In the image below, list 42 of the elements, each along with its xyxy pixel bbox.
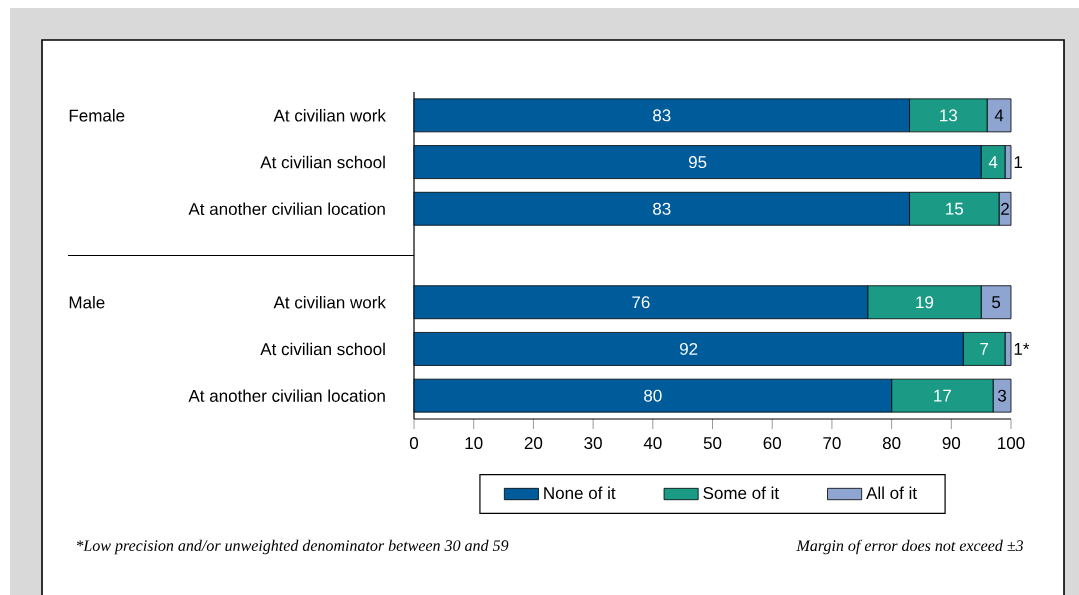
y-tick-label: At another civilian location: [188, 202, 385, 216]
data-label: 95: [688, 156, 707, 169]
data-label: 13: [940, 109, 958, 122]
y-tick-label: At civilian school: [260, 342, 385, 356]
y-tick-label: At civilian work: [273, 109, 386, 122]
x-tick-label: 60: [763, 437, 781, 450]
x-tick-label: 20: [524, 437, 543, 450]
x-tick-label: 40: [643, 437, 662, 450]
data-label: 4: [988, 156, 998, 168]
x-tick-label: 70: [823, 437, 841, 450]
data-label: 1*: [1014, 343, 1030, 355]
text: *Low precision and/or unweighted denominator between 30 and 59: [76, 539, 509, 555]
text: Male: [69, 295, 105, 309]
data-label: 7: [980, 343, 989, 355]
data-label: 83: [653, 202, 671, 215]
data-label: 92: [679, 342, 698, 355]
text: Female: [69, 109, 125, 122]
data-label: 76: [632, 296, 650, 309]
y-tick-label: At civilian school: [260, 155, 385, 169]
data-label: 2: [1001, 202, 1009, 215]
data-label: 80: [644, 389, 662, 402]
x-tick-label: 0: [409, 437, 419, 450]
legend-label: All of it: [866, 486, 917, 500]
y-tick-label: At civilian work: [273, 295, 386, 309]
data-label: 83: [653, 109, 671, 122]
data-label: 1: [1014, 156, 1023, 168]
y-tick-label: At another civilian location: [188, 389, 385, 402]
x-tick-label: 10: [465, 437, 483, 450]
data-label: 4: [994, 109, 1004, 122]
legend-label: None of it: [544, 486, 616, 500]
x-tick-label: 100: [998, 437, 1025, 450]
legend-label: Some of it: [703, 486, 779, 500]
data-label: 3: [997, 389, 1007, 402]
data-label: 19: [916, 296, 934, 309]
data-label: 17: [934, 389, 951, 402]
data-label: 15: [946, 202, 964, 215]
x-tick-label: 80: [882, 437, 901, 450]
x-tick-label: 30: [584, 437, 602, 450]
x-tick-label: 90: [942, 437, 961, 450]
text: Margin of error does not exceed ±3: [796, 539, 1024, 555]
x-tick-label: 50: [703, 437, 722, 450]
data-label: 5: [992, 296, 1001, 309]
